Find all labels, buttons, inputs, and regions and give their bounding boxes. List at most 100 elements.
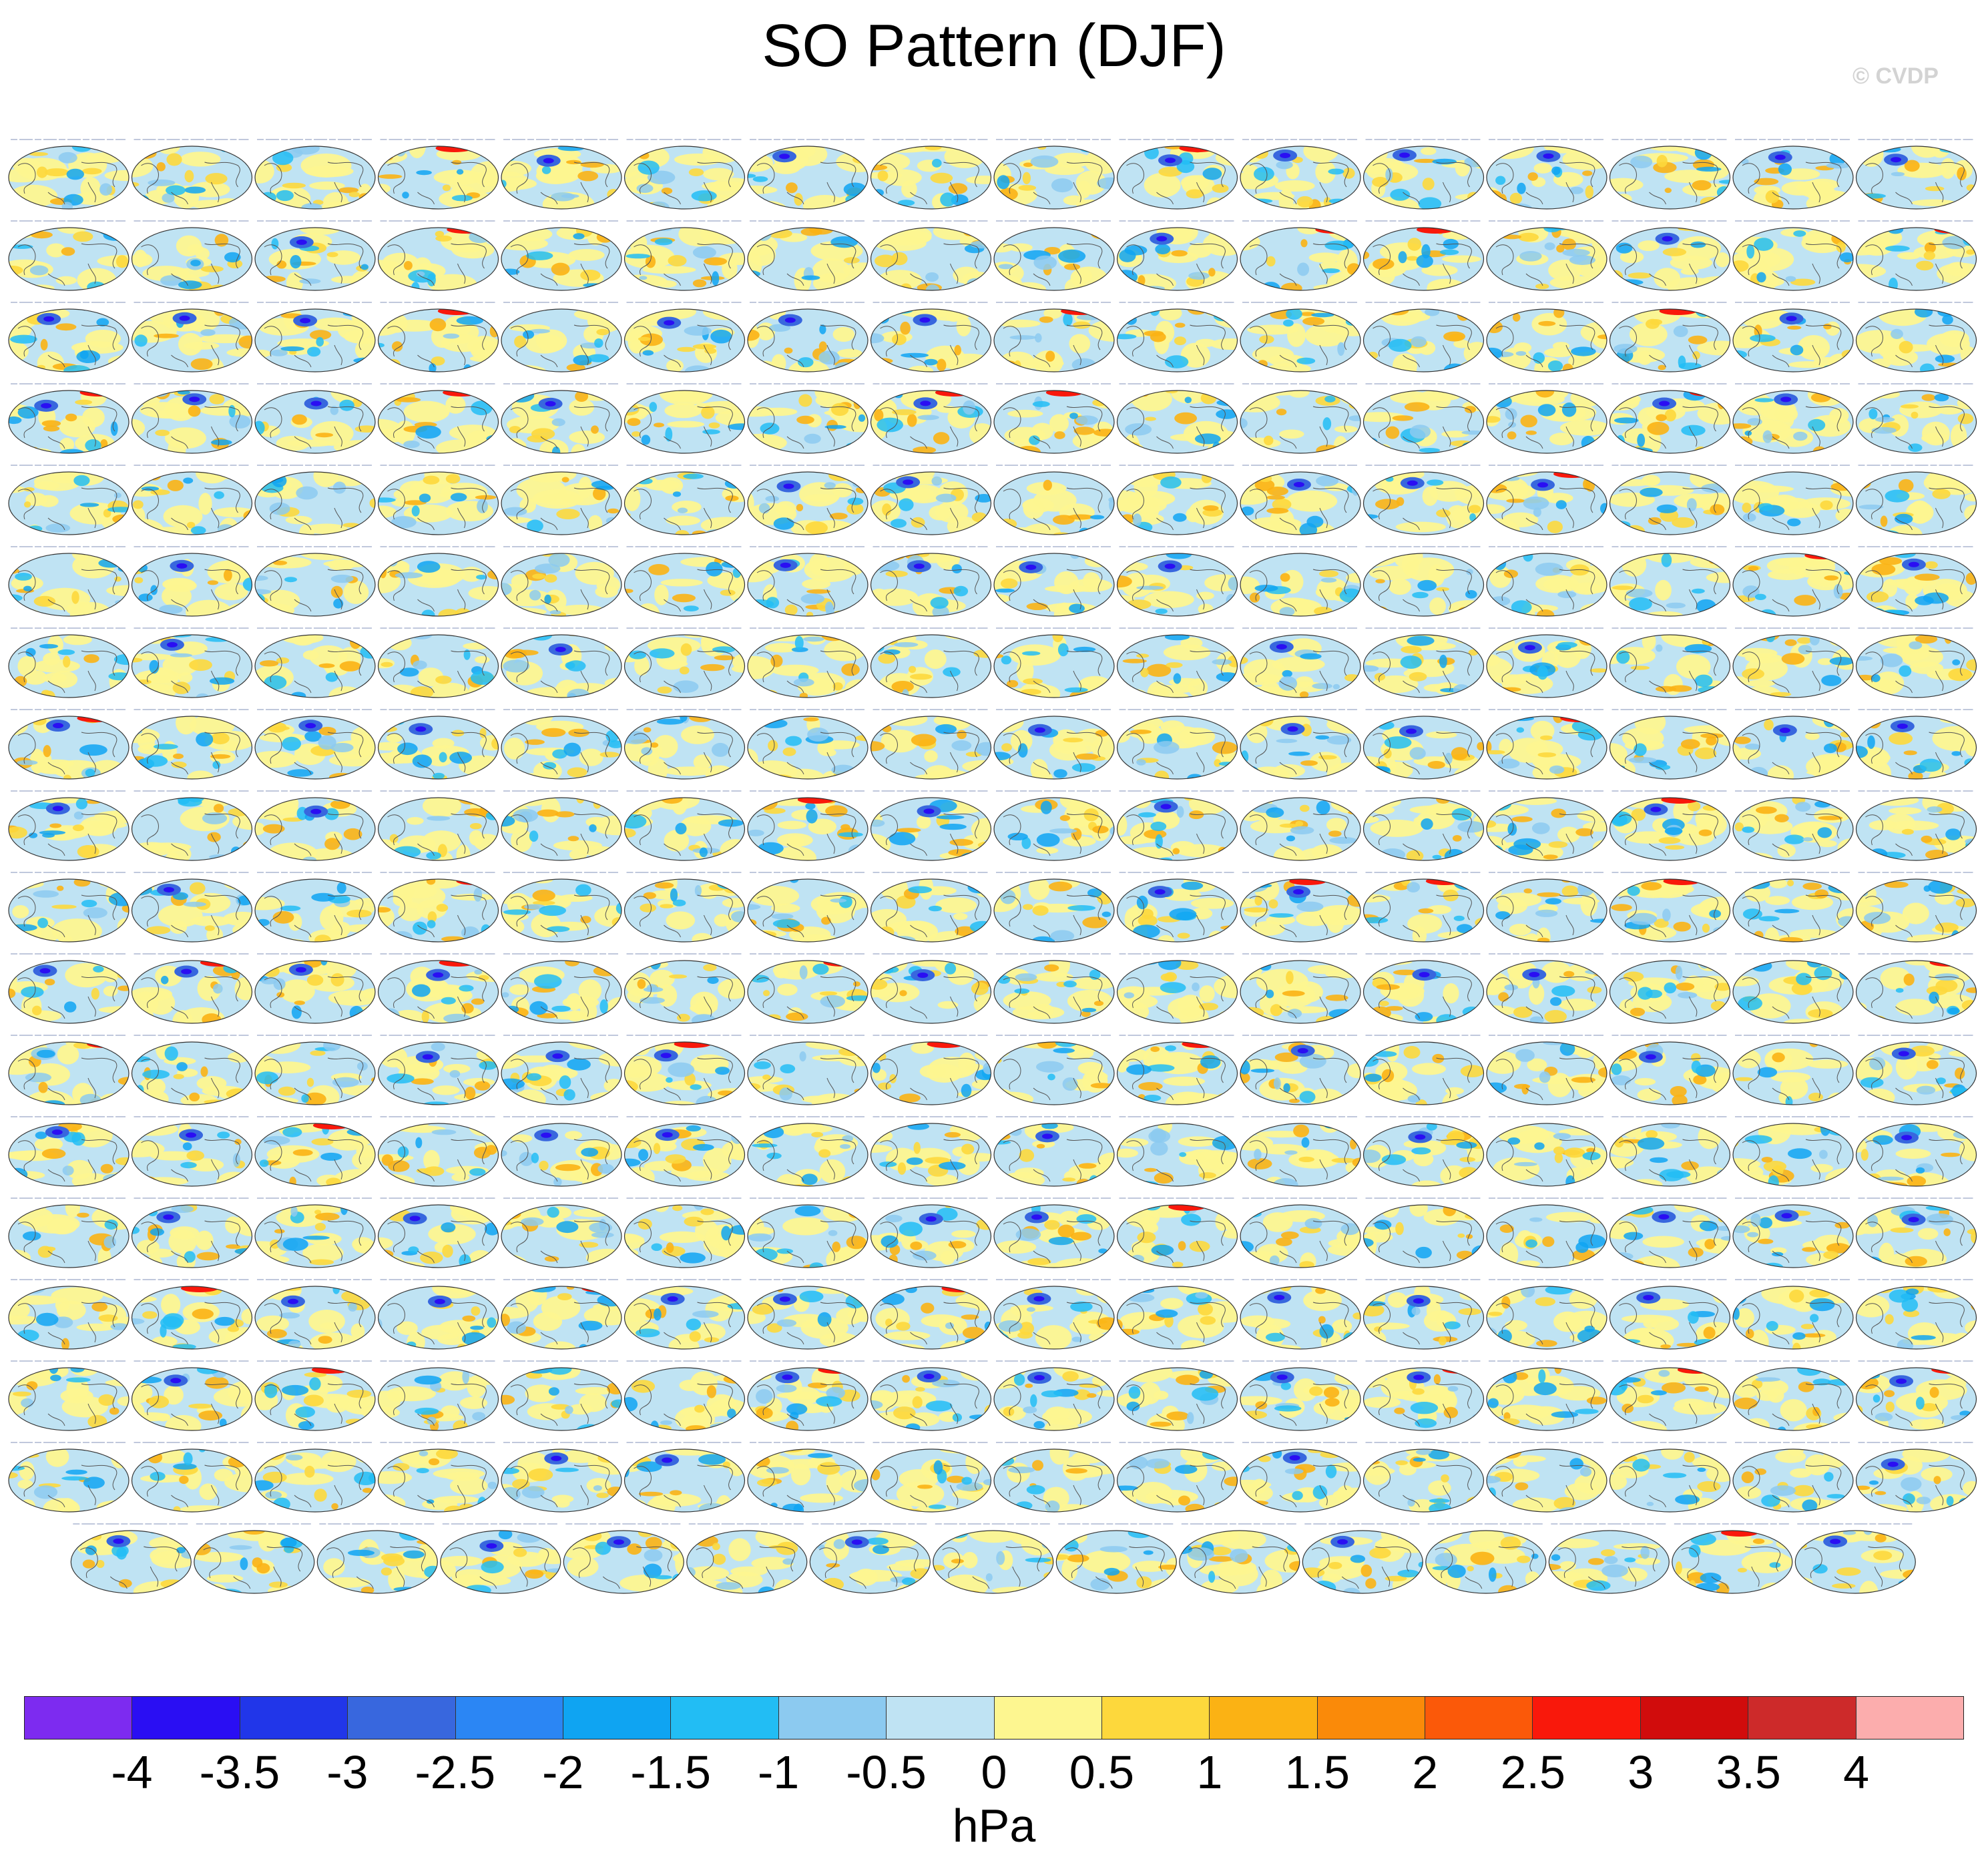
panel-outline [131, 308, 253, 372]
coastline [1495, 813, 1595, 856]
coastline [634, 813, 733, 856]
colorbar-tick-label: -0.5 [846, 1746, 927, 1798]
panel-outline [1486, 471, 1607, 535]
panel-outline [1855, 390, 1977, 454]
slp-map-panel [377, 1442, 499, 1513]
colorbar-swatch [1101, 1697, 1210, 1739]
coastline [1249, 1139, 1349, 1182]
panel-outline [1732, 634, 1854, 698]
colorbar-swatch [1640, 1697, 1749, 1739]
slp-map-panel [501, 627, 622, 698]
panel-outline [1609, 1448, 1731, 1513]
coastline [1373, 813, 1472, 856]
coastline [756, 1302, 856, 1345]
coastline [1495, 650, 1595, 694]
panel-outline [1240, 1041, 1361, 1105]
coastline [17, 162, 117, 205]
panel-outline [1116, 1041, 1238, 1105]
coastline [1619, 732, 1718, 775]
panel-outline [870, 1123, 992, 1187]
panel-outline [1240, 878, 1361, 943]
coastline [1373, 406, 1472, 449]
colorbar-tick-label: -1 [757, 1746, 800, 1798]
coastline [756, 243, 856, 286]
panel-outline [624, 227, 746, 291]
slp-map-panel [870, 790, 992, 861]
slp-map-panel [8, 1116, 130, 1187]
panel-outline [501, 1286, 622, 1350]
coastline [1188, 1546, 1288, 1589]
slp-map-panel [501, 1360, 622, 1431]
coastline [1373, 487, 1472, 531]
panel-outline [1609, 716, 1731, 780]
panel-outline [377, 1448, 499, 1513]
coastline [1619, 1465, 1718, 1508]
coastline [264, 1220, 364, 1264]
slp-map-panel [1302, 1523, 1423, 1594]
coastline [1373, 650, 1472, 694]
slp-map-panel [1486, 627, 1607, 698]
panel-outline [1855, 1286, 1977, 1350]
slp-map-panel [870, 1442, 992, 1513]
coastline [1495, 1302, 1595, 1345]
map-panel-grid [8, 139, 1977, 1594]
slp-map-panel [1609, 139, 1731, 210]
coastline [880, 162, 979, 205]
panel-outline [624, 1286, 746, 1350]
panel-outline [1609, 553, 1731, 617]
coastline [510, 813, 610, 856]
coastline [387, 813, 487, 856]
panel-outline [1116, 227, 1238, 291]
coastline [264, 487, 364, 531]
panel-outline [1855, 1123, 1977, 1187]
slp-map-panel [1240, 1116, 1361, 1187]
panel-outline [1240, 146, 1361, 210]
coastline [17, 732, 117, 775]
slp-map-panel [1240, 220, 1361, 291]
coastline [1126, 1139, 1226, 1182]
panel-outline [1116, 1286, 1238, 1350]
coastline [449, 1546, 549, 1589]
coastline [387, 243, 487, 286]
coastline [1373, 569, 1472, 612]
coastline [387, 732, 487, 775]
panel-outline [1240, 1204, 1361, 1268]
colorbar-tick-label: 1 [1196, 1746, 1223, 1798]
slp-map-panel [870, 627, 992, 698]
slp-map-panel [1732, 1442, 1854, 1513]
slp-map-panel [870, 465, 992, 535]
slp-map-panel [870, 546, 992, 617]
slp-map-panel [1362, 546, 1485, 617]
slp-map-panel [1425, 1523, 1547, 1594]
coastline [17, 569, 117, 612]
coastline [1003, 1302, 1103, 1345]
panel-outline [624, 716, 746, 780]
slp-map-panel [1362, 1360, 1485, 1431]
slp-map-panel [70, 1523, 192, 1594]
slp-map-panel [1609, 546, 1731, 617]
coastline [880, 650, 979, 694]
coastline [634, 1302, 733, 1345]
panel-outline [993, 146, 1115, 210]
coastline [1249, 324, 1349, 368]
coastline [880, 1220, 979, 1264]
panel-outline [501, 146, 622, 210]
panel-outline [747, 471, 868, 535]
panel-outline [1855, 878, 1977, 943]
slp-map-panel [1732, 302, 1854, 372]
panel-outline [1486, 308, 1607, 372]
coastline [1003, 813, 1103, 856]
slp-map-panel [1116, 709, 1238, 780]
slp-map-panel [254, 1442, 376, 1513]
panel-outline [1240, 634, 1361, 698]
coastline [387, 569, 487, 612]
panel-outline [8, 634, 130, 698]
slp-map-panel [131, 220, 253, 291]
slp-map-panel [1116, 1197, 1238, 1268]
colorbar-swatch [348, 1697, 456, 1739]
slp-map-panel [131, 383, 253, 454]
coastline [880, 1383, 979, 1426]
panel-outline [1240, 1286, 1361, 1350]
panel-outline [1732, 308, 1854, 372]
coastline [1495, 1465, 1595, 1508]
